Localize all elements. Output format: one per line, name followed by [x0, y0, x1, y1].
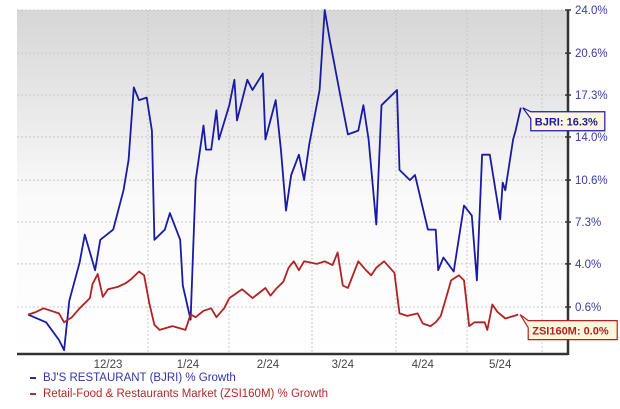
y-tick-label: 10.6%	[575, 175, 608, 187]
y-tick-label: 0.6%	[575, 302, 601, 314]
x-tick-label: 1/24	[177, 359, 200, 371]
legend-swatch	[30, 376, 36, 379]
legend-label: BJ'S RESTAURANT (BJRI) % Growth	[43, 372, 236, 384]
series-lines	[27, 9, 522, 352]
x-tick-label: 3/24	[332, 359, 355, 371]
legend-label: Retail-Food & Restaurants Market (ZSI160…	[43, 388, 329, 400]
end-label-text: ZSI160M: 0.0%	[532, 326, 609, 338]
end-label-zsi160m: ZSI160M: 0.0%	[519, 314, 618, 341]
plot-background	[17, 10, 568, 354]
x-tick-label: 5/24	[489, 359, 512, 371]
legend-swatch	[30, 392, 36, 395]
y-tick-label: 20.6%	[575, 48, 608, 60]
y-tick-label: 7.3%	[575, 217, 601, 229]
series-line-bjri	[27, 9, 522, 352]
series-line-zsi160m	[27, 251, 519, 331]
x-tick-label: 4/24	[412, 359, 435, 371]
end-label-box	[519, 314, 618, 341]
y-tick-label: 4.0%	[575, 259, 601, 271]
y-tick-label: 24.0%	[575, 5, 608, 17]
end-labels: BJRI: 16.3% ZSI160M: 0.0%	[519, 107, 618, 341]
end-label-box	[522, 107, 606, 132]
end-label-text: BJRI: 16.3%	[535, 117, 598, 129]
end-label-bjri: BJRI: 16.3%	[522, 107, 606, 132]
y-tick-label: 14.0%	[575, 132, 608, 144]
x-ticks: 12/23 1/24 2/24 3/24 4/24 5/24	[94, 359, 512, 371]
legend-item-zsi: Retail-Food & Restaurants Market (ZSI160…	[30, 388, 328, 400]
grid	[17, 9, 568, 354]
y-tick-label: 17.3%	[575, 90, 608, 102]
x-tick-label: 12/23	[94, 359, 123, 371]
x-tick-label: 2/24	[257, 359, 280, 371]
y-ticks: 24.0% 20.6% 17.3% 14.0% 10.6% 7.3% 4.0% 0.6%	[565, 5, 608, 314]
legend-item-bjri: BJ'S RESTAURANT (BJRI) % Growth	[30, 372, 236, 384]
